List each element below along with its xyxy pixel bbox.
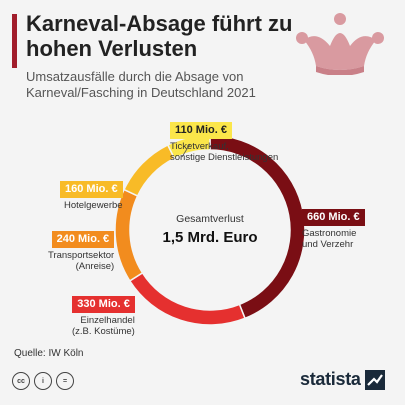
label-gastro-line2: und Verzehr <box>302 239 354 250</box>
label-einzel-line1: Einzelhandel <box>80 315 135 326</box>
center-caption: Gesamtverlust <box>176 213 244 225</box>
statista-logo-text: statista <box>300 369 361 389</box>
label-transport-line2: (Anreise) <box>75 261 115 272</box>
jester-hat-icon <box>296 13 384 75</box>
slice-einzel <box>128 271 246 326</box>
cc-icon[interactable]: cc <box>12 372 30 390</box>
label-gastro-line1: Gastronomie <box>302 228 357 239</box>
badge-transport: 240 Mio. € <box>51 231 115 248</box>
by-icon[interactable]: i <box>34 372 52 390</box>
badge-ticket: 110 Mio. € <box>170 122 232 139</box>
chart-title: Karneval-Absage führt zu hohen Verlusten <box>26 11 293 61</box>
total-loss-value: 1,5 Mrd. Euro <box>162 229 258 246</box>
label-hotel: 160 Mio. € Hotelgewerbe <box>60 181 123 211</box>
label-hotel-line1: Hotelgewerbe <box>63 200 123 211</box>
label-transport: 240 Mio. € Transportsektor (Anreise) <box>48 231 115 272</box>
badge-hotel: 160 Mio. € <box>60 181 123 198</box>
leader-line-ticket <box>181 143 191 158</box>
label-transport-line1: Transportsektor <box>48 250 115 261</box>
label-ticket-line2: sonstige Dienstleistungen <box>170 152 279 163</box>
slice-ticket <box>166 134 211 160</box>
license-icons: cc i = <box>12 372 74 390</box>
badge-einzel: 330 Mio. € <box>72 296 135 313</box>
statista-logo[interactable]: statista <box>300 369 385 390</box>
label-einzel: 330 Mio. € Einzelhandel (z.B. Kostüme) <box>72 296 135 337</box>
statista-logo-mark-icon <box>364 369 385 390</box>
chart-subtitle: Umsatzausfälle durch die Absage von Karn… <box>26 69 256 100</box>
label-ticket: 110 Mio. € Ticketverkauf, sonstige Diens… <box>170 122 278 163</box>
nd-icon[interactable]: = <box>56 372 74 390</box>
slice-hotel <box>123 143 176 197</box>
label-gastro: 660 Mio. € Gastronomie und Verzehr <box>302 209 365 250</box>
badge-gastro: 660 Mio. € <box>302 209 365 226</box>
label-ticket-line1: Ticketverkauf, <box>170 141 229 152</box>
title-accent-bar <box>12 14 17 68</box>
source-note: Quelle: IW Köln <box>14 348 84 359</box>
label-einzel-line2: (z.B. Kostüme) <box>72 326 135 337</box>
